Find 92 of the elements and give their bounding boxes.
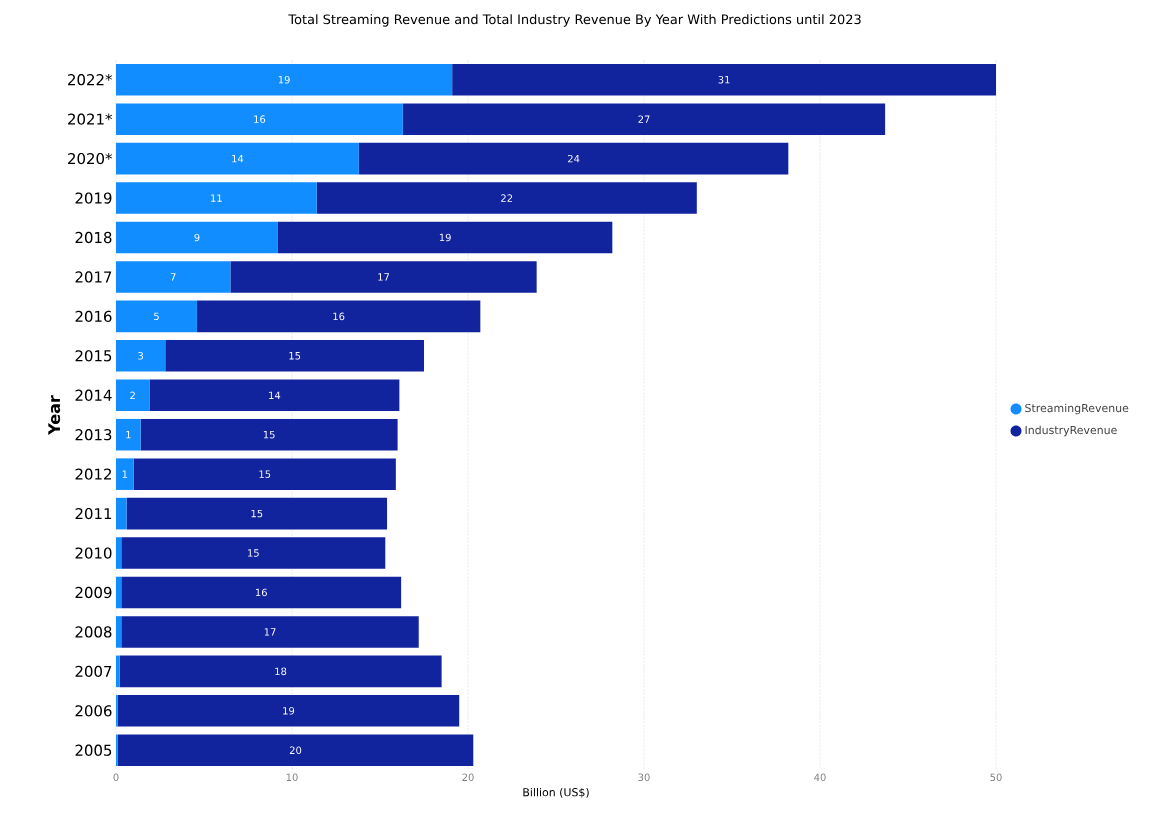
bar bbox=[149, 379, 400, 412]
data-label: 19 bbox=[283, 707, 295, 715]
data-label: 16 bbox=[255, 588, 267, 597]
bar bbox=[121, 576, 402, 609]
data-label: 19 bbox=[439, 233, 451, 242]
x-tick-label: 10 bbox=[286, 773, 298, 782]
bar bbox=[121, 616, 419, 648]
y-tick-label: 2015 bbox=[75, 350, 112, 362]
bar bbox=[116, 655, 120, 688]
y-tick-label: 2007 bbox=[75, 665, 112, 678]
bar bbox=[119, 655, 442, 688]
legend-label: StreamingRevenue bbox=[1025, 403, 1129, 415]
y-axis-title: Year bbox=[48, 395, 61, 435]
bar bbox=[116, 103, 403, 135]
y-tick-label: 2013 bbox=[75, 429, 112, 441]
bar bbox=[117, 695, 460, 727]
bar bbox=[116, 182, 317, 214]
y-tick-label: 2012 bbox=[75, 468, 111, 480]
y-tick-label: 2010 bbox=[75, 547, 112, 559]
x-tick-label: 40 bbox=[814, 773, 826, 782]
bar bbox=[116, 616, 122, 648]
x-tick-label: 30 bbox=[638, 773, 650, 782]
data-label: 7 bbox=[170, 273, 176, 281]
data-label: 19 bbox=[278, 75, 290, 84]
data-label: 11 bbox=[211, 194, 222, 202]
bar bbox=[196, 300, 481, 333]
data-label: 15 bbox=[251, 509, 263, 518]
data-label: 15 bbox=[263, 431, 275, 439]
data-label: 24 bbox=[568, 154, 580, 163]
data-label: 16 bbox=[254, 115, 266, 123]
y-tick-label: 2018 bbox=[75, 231, 112, 244]
y-tick-label: 2016 bbox=[75, 310, 112, 323]
data-label: 1 bbox=[122, 470, 128, 478]
data-label: 17 bbox=[264, 628, 276, 636]
data-label: 14 bbox=[232, 154, 244, 163]
chart-title: Total Streaming Revenue and Total Industry Revenue By Year With Predictions until 2023 bbox=[288, 14, 861, 27]
bar bbox=[117, 734, 474, 767]
data-label: 20 bbox=[289, 746, 302, 755]
bar bbox=[116, 221, 278, 254]
bar bbox=[116, 537, 122, 569]
bar bbox=[277, 221, 613, 254]
bar bbox=[116, 142, 359, 175]
y-tick-label: 2014 bbox=[75, 389, 112, 401]
bar bbox=[116, 340, 166, 372]
bar bbox=[116, 576, 122, 609]
bar bbox=[316, 182, 697, 214]
data-label: 31 bbox=[718, 75, 730, 84]
data-label: 3 bbox=[138, 352, 144, 360]
data-label: 22 bbox=[501, 194, 513, 202]
data-label: 2 bbox=[130, 391, 135, 399]
bar bbox=[116, 63, 453, 96]
bar bbox=[126, 497, 388, 530]
y-tick-label: 2011 bbox=[75, 507, 112, 520]
y-tick-label: 2008 bbox=[75, 626, 112, 638]
y-tick-label: 2006 bbox=[75, 705, 112, 717]
data-label: 5 bbox=[154, 312, 159, 321]
bar bbox=[133, 458, 396, 490]
data-label: 1 bbox=[126, 431, 131, 439]
bar bbox=[402, 103, 886, 135]
bar bbox=[358, 142, 789, 175]
x-tick-label: 20 bbox=[462, 773, 474, 782]
data-label: 18 bbox=[275, 667, 287, 676]
y-tick-label: 2009 bbox=[75, 586, 112, 599]
y-tick-label: 2005 bbox=[75, 744, 112, 756]
bar bbox=[116, 418, 141, 451]
bar bbox=[116, 379, 150, 412]
bar bbox=[452, 63, 997, 96]
data-label: 17 bbox=[378, 273, 390, 281]
bar bbox=[116, 261, 231, 293]
data-label: 14 bbox=[269, 391, 281, 399]
x-tick-label: 0 bbox=[113, 773, 119, 782]
bar bbox=[116, 300, 197, 333]
data-label: 16 bbox=[333, 312, 345, 321]
x-tick-label: 50 bbox=[990, 773, 1002, 782]
y-tick-label: 2022* bbox=[68, 74, 113, 86]
data-label: 9 bbox=[194, 233, 200, 242]
y-tick-label: 2019 bbox=[75, 192, 112, 204]
bar bbox=[116, 497, 127, 530]
bar bbox=[140, 418, 398, 451]
y-tick-label: 2020* bbox=[68, 152, 113, 165]
y-tick-label: 2017 bbox=[75, 271, 112, 283]
legend-label: IndustryRevenue bbox=[1025, 425, 1117, 437]
bar bbox=[121, 537, 386, 569]
y-tick-label: 2021* bbox=[68, 113, 113, 125]
bar bbox=[165, 340, 425, 372]
data-label: 15 bbox=[259, 470, 271, 478]
x-axis-title: Billion (US$) bbox=[523, 787, 589, 798]
data-label: 15 bbox=[289, 352, 301, 360]
data-label: 15 bbox=[248, 549, 259, 557]
data-label: 27 bbox=[638, 115, 650, 123]
bar bbox=[116, 458, 134, 490]
bar bbox=[230, 261, 537, 293]
